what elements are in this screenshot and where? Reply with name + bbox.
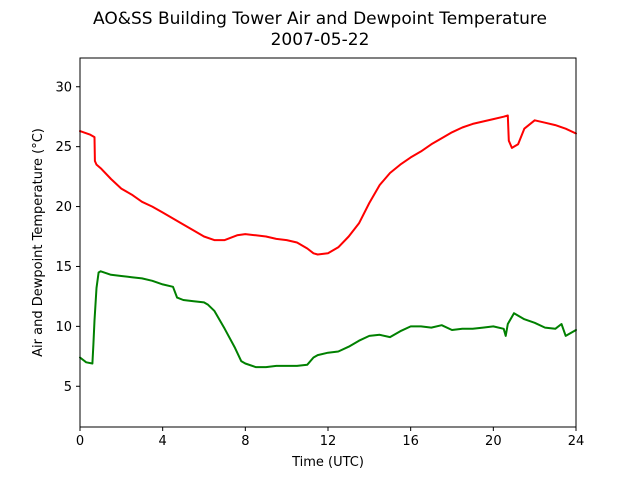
y-axis: 5 10 15 20 25 30 [55,80,80,395]
y-tick-label: 15 [55,260,72,275]
chart-title: AO&SS Building Tower Air and Dewpoint Te… [93,9,547,29]
x-tick-label: 16 [402,434,419,449]
y-tick-label: 30 [55,80,72,95]
chart-subtitle: 2007-05-22 [271,30,370,50]
plot-series [79,114,577,369]
y-tick-label: 25 [55,140,72,155]
x-tick-label: 4 [159,434,167,449]
x-tick-label: 24 [568,434,585,449]
y-tick-label: 5 [64,380,72,395]
series-line-1 [79,114,577,256]
x-axis-label: Time (UTC) [291,455,364,470]
y-tick-label: 20 [55,200,72,215]
x-axis: 0 4 8 12 16 20 24 [76,427,584,449]
series-line-2 [79,270,577,369]
x-tick-label: 0 [76,434,84,449]
y-axis-label: Air and Dewpoint Temperature (°C) [31,128,46,357]
y-tick-label: 10 [55,320,72,335]
x-tick-label: 12 [320,434,337,449]
x-tick-label: 20 [485,434,502,449]
x-tick-label: 8 [241,434,249,449]
